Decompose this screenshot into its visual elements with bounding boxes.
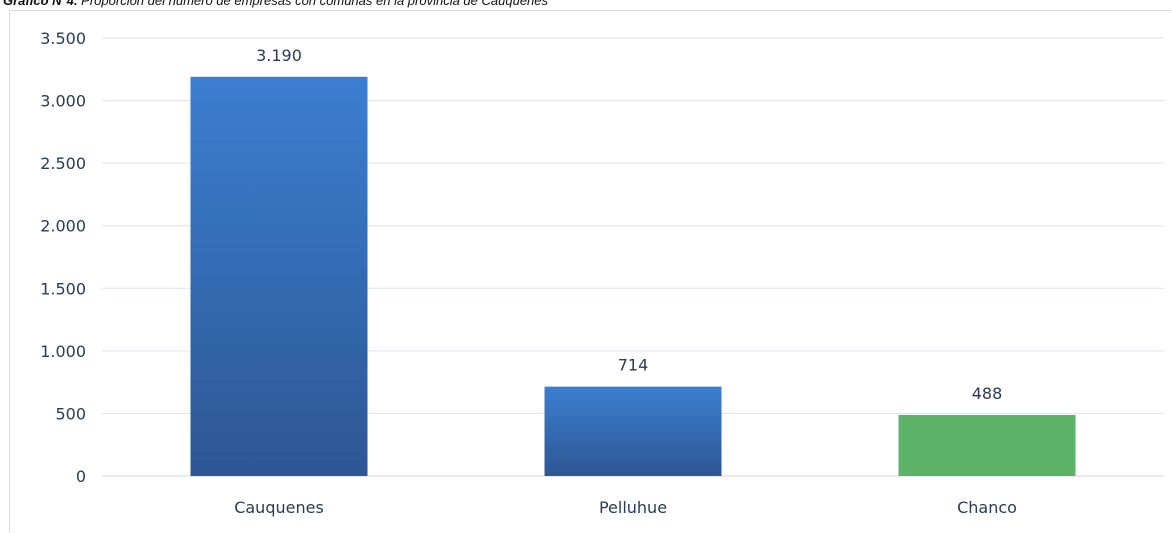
y-tick-label: 500 [55,404,86,423]
y-tick-label: 3.500 [40,29,86,48]
x-tick-label-chanco: Chanco [957,498,1017,517]
bar-cauquenes [190,76,368,477]
data-label-chanco: 488 [972,384,1003,403]
y-tick-label: 2.000 [40,217,86,236]
y-tick-label: 0 [76,467,86,486]
data-label-cauquenes: 3.190 [256,46,302,65]
data-label-pelluhue: 714 [618,356,649,375]
bar-pelluhue [544,386,722,476]
x-axis-ticks: Cauquenes Pelluhue Chanco [234,498,1017,517]
chart-frame [9,10,1171,532]
caption-text: Proporción del número de empresas con co… [77,0,549,8]
caption-lead: Gráfico N°4. [3,0,78,8]
y-axis-ticks: 0 500 1.000 1.500 2.000 2.500 3.000 3.500 [40,29,86,486]
y-tick-label: 1.500 [40,279,86,298]
x-tick-label-cauquenes: Cauquenes [234,498,324,517]
bars [190,76,1076,477]
y-tick-label: 2.500 [40,154,86,173]
bar-chanco [898,414,1076,476]
y-tick-label: 1.000 [40,342,86,361]
x-tick-label-pelluhue: Pelluhue [599,498,667,517]
y-tick-label: 3.000 [40,92,86,111]
chart-caption: Gráfico N°4. Proporción del número de em… [3,0,548,8]
data-labels: 3.190 714 488 [256,46,1002,403]
